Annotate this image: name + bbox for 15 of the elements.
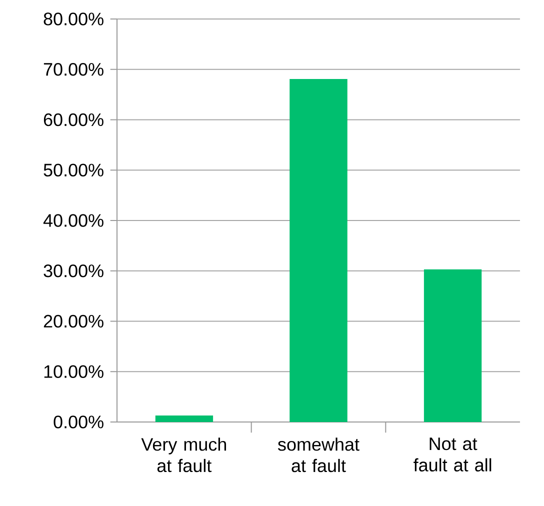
y-tick-label: 0.00%: [54, 416, 104, 428]
y-tick-label: 50.00%: [44, 164, 104, 176]
bar: [155, 415, 214, 422]
bar: [424, 269, 482, 422]
y-tick-label: 80.00%: [44, 12, 104, 26]
y-tick-label: 70.00%: [44, 63, 104, 76]
bar: [290, 78, 348, 422]
y-tick-label: 20.00%: [44, 314, 104, 328]
y-tick-label: 40.00%: [43, 214, 104, 227]
x-tick-label: Very much at fault: [141, 438, 226, 472]
x-tick-label: somewhat at fault: [278, 438, 360, 472]
y-tick-label: 10.00%: [44, 365, 104, 378]
y-tick-label: 30.00%: [44, 264, 104, 278]
x-tick-label: Not at fault at all: [414, 438, 492, 472]
y-tick-label: 60.00%: [44, 113, 104, 126]
